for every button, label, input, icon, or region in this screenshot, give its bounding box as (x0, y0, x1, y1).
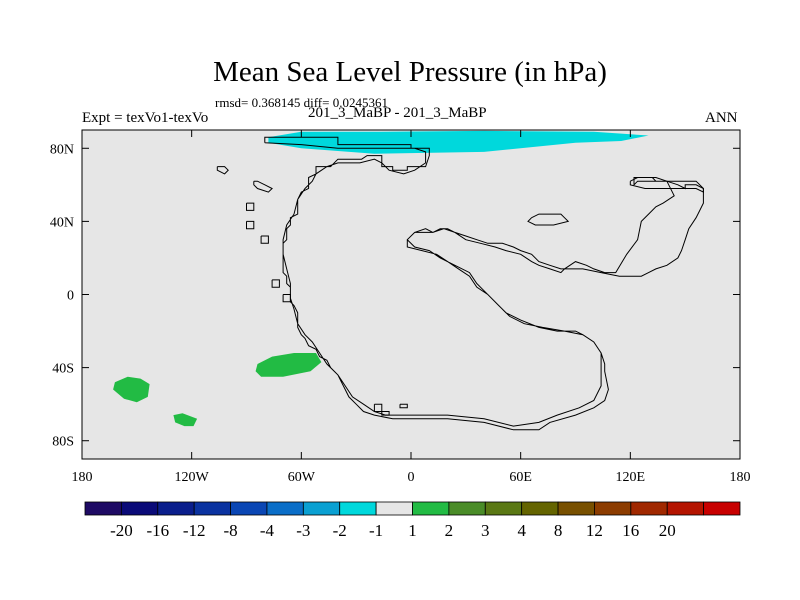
lon-tick-label: 180 (730, 470, 751, 485)
colorbar-label: 2 (445, 521, 454, 540)
southern-islet-3 (399, 403, 408, 409)
colorbar-label: 12 (586, 521, 603, 540)
arabia-sea-inlet (527, 213, 570, 226)
longitude-axis: 180 120W 60W 0 60E 120E 180 (72, 130, 751, 485)
lat-tick-label: 80N (50, 142, 74, 157)
colorbar-swatch (339, 501, 377, 516)
colorbar-swatch (703, 501, 741, 516)
experiment-label: Expt = texVo1-texVo (82, 110, 209, 126)
north-island-4 (246, 220, 255, 230)
lon-tick-label: 0 (408, 470, 415, 485)
coastlines (216, 136, 704, 431)
colorbar-label: -4 (260, 521, 275, 540)
lon-tick-label: 60E (509, 470, 532, 485)
lon-tick-label: 180 (72, 470, 93, 485)
colorbar: -20 -16 -12 -8 -4 -3 -2 -1 1 2 3 4 8 12 16 20 (84, 501, 741, 540)
equatorial-island-1 (271, 279, 280, 288)
lat-tick-label: 40S (52, 362, 74, 377)
case-label: 201_3_MaBP - 201_3_MaBP (308, 105, 487, 121)
lon-tick-label: 60W (288, 470, 316, 485)
latitude-axis: 80N 40N 0 40S 80S (50, 142, 740, 450)
map-title: Mean Sea Level Pressure (in hPa) (213, 56, 607, 88)
south-pacific-positive-anomaly (255, 353, 322, 377)
lat-tick-label: 80S (52, 435, 74, 450)
colorbar-label: 1 (408, 521, 417, 540)
colorbar-swatch (412, 501, 450, 516)
lon-tick-label: 120W (175, 470, 210, 485)
colorbar-swatch (266, 501, 304, 516)
colorbar-swatch (666, 501, 705, 516)
colorbar-label: -1 (369, 521, 383, 540)
colorbar-swatch (302, 501, 341, 516)
colorbar-swatch (157, 501, 195, 516)
southwest-pacific-positive-anomaly (113, 376, 150, 403)
colorbar-swatch (84, 501, 122, 516)
colorbar-label: 8 (554, 521, 563, 540)
north-island-3 (246, 202, 255, 211)
colorbar-label: 20 (659, 521, 676, 540)
rmsd-diff-stats: rmsd= 0.368145 diff= 0.0245361 (215, 95, 388, 110)
colorbar-label: -12 (183, 521, 206, 540)
southern-islet-2 (381, 411, 390, 416)
northeast-peninsula (629, 177, 704, 193)
season-label: ANN (705, 110, 738, 126)
colorbar-label: -3 (296, 521, 310, 540)
colorbar-label: -16 (146, 521, 169, 540)
colorbar-swatch (484, 501, 523, 516)
lat-tick-label: 0 (67, 289, 74, 304)
colorbar-label: 16 (622, 521, 639, 540)
colorbar-swatch (557, 501, 595, 516)
southern-ocean-positive-anomaly (173, 413, 198, 427)
colorbar-label: 3 (481, 521, 490, 540)
map-background (82, 130, 740, 459)
colorbar-swatch (630, 501, 668, 516)
colorbar-swatch (521, 501, 559, 516)
lon-tick-label: 120E (616, 470, 646, 485)
colorbar-swatch (594, 501, 632, 516)
equatorial-island-2 (282, 294, 291, 303)
colorbar-swatch (120, 501, 159, 516)
colorbar-label: -8 (224, 521, 238, 540)
north-island-5 (260, 235, 269, 244)
colorbar-swatch (230, 501, 268, 516)
north-island-2 (216, 166, 229, 175)
colorbar-label: -20 (110, 521, 133, 540)
colorbar-swatch (375, 501, 413, 516)
lat-tick-label: 40N (50, 215, 74, 230)
colorbar-swatch (193, 501, 231, 516)
colorbar-label: -2 (333, 521, 347, 540)
colorbar-label: 4 (517, 521, 526, 540)
north-island-1 (253, 180, 273, 193)
colorbar-swatch (448, 501, 486, 516)
